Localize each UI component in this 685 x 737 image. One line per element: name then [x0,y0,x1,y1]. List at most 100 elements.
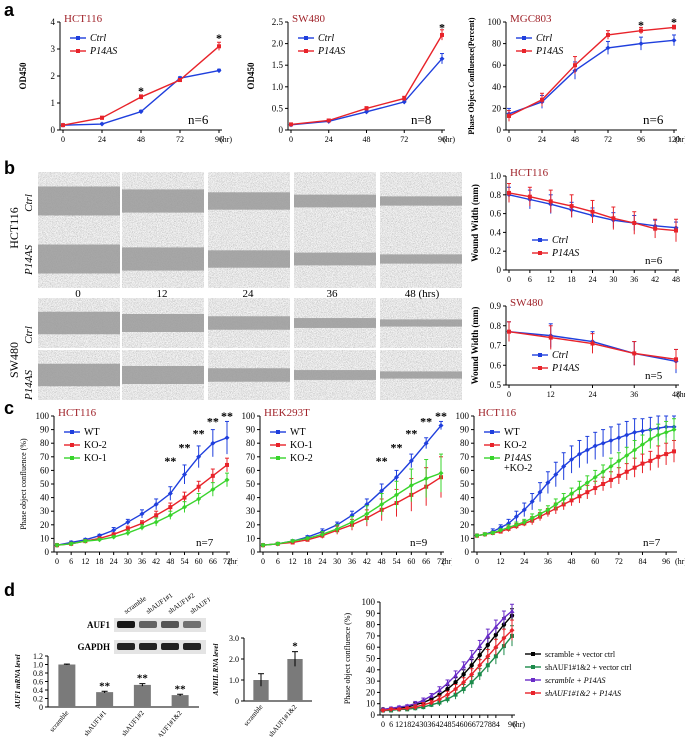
data-point [438,470,444,476]
data-point [600,469,606,475]
y-axis-label: OD450 [18,62,28,90]
data-point [54,542,60,548]
data-point [540,97,544,102]
data-point [125,526,130,531]
wound-gap-r1-c3 [294,252,376,266]
data-point [671,37,677,43]
chart-title: HCT116 [64,13,103,25]
x-tick-label: 60 [460,720,468,729]
data-point [111,527,117,533]
x-tick-label: 30 [124,557,132,566]
y-axis-label: Wound Width (mm) [470,184,480,262]
data-point [553,501,559,507]
sample-size-note: n=6 [188,112,209,127]
data-point [394,474,399,480]
sample-size-note: n=7 [196,537,214,549]
row-group-label-sw480: SW480 [10,342,21,378]
y-tick-label: 20 [40,520,50,530]
legend-marker [304,49,308,53]
y-tick-label: 20 [366,687,376,697]
legend-marker [522,49,526,53]
chart-c-hct116: 0 10 20 30 40 50 60 70 80 90 100 0 6 12 18 24 30 36 42 48 54… [19,407,238,566]
data-point [217,44,221,49]
data-point [408,482,414,488]
data-point [640,461,645,466]
y-tick-label: 10 [460,533,470,543]
data-point [639,442,645,448]
x-tick-label: 0 [381,720,385,729]
data-point [639,28,643,33]
data-point [394,492,399,498]
significance-star: * [439,21,445,35]
legend-label: WT [504,427,520,438]
data-point [61,123,65,128]
wound-gap-r3-c1 [122,366,204,384]
series-line-1 [508,26,675,117]
legend-marker [70,430,74,434]
y-tick-label: 0.9 [490,301,502,311]
significance-star: ** [193,427,205,441]
x-tick-label: 96 [438,135,446,144]
data-point [529,515,535,521]
data-point [482,531,488,537]
x-tick-label: 0 [55,557,59,566]
significance-star: ** [420,414,432,428]
data-point [439,56,445,62]
legend-label: P14AS [89,46,117,57]
data-point [349,519,355,525]
data-point [477,672,482,677]
y-tick-label: 1.0 [272,82,284,92]
wb-label-gapdh: GAPDH [78,642,111,652]
x-tick-label: 48 [378,557,386,566]
data-point [529,499,535,505]
data-point [608,477,613,482]
chart-a-sw480: 0 0.5 1.0 1.5 2.0 2.5 0 24 48 72 96(hr) OD450 SW480 *… [246,13,455,144]
x-tick-label: 0 [261,557,265,566]
y-tick-label: 50 [246,479,256,489]
y-tick-label: 0 [279,125,284,135]
x-tick-label: 24 [538,135,546,144]
data-point [674,228,678,233]
chart-title: HCT116 [510,167,549,179]
y-tick-label: 60 [366,642,376,652]
data-point [624,469,629,474]
legend-marker [490,430,494,434]
panel-label-b: b [4,158,15,178]
data-point [485,653,491,659]
legend-marker [490,456,494,460]
data-point [388,706,394,712]
x-axis-label: (hr) [443,135,455,144]
wb-gapdh-membrane [114,640,206,654]
x-tick-label: 48 [571,135,579,144]
data-point [453,686,459,692]
data-point [404,705,410,711]
data-point [653,226,658,231]
y-tick-label: 40 [40,493,50,503]
chart-title: HCT116 [58,407,97,419]
bar [171,695,189,707]
sample-size-note: n=5 [645,370,663,382]
legend-label: Ctrl [552,350,568,361]
significance-star: ** [179,440,191,454]
wb-band-gapdh-3 [183,643,201,650]
y-tick-label: 0.8 [490,321,502,331]
y-tick-label: 1.0 [229,676,239,685]
wound-gap-r0-c1 [122,189,204,213]
chart-b-hct116-wound: 0 0.2 0.4 0.6 0.8 1.0 0 6 12 18 24 30 36 42 48 Wound Wi… [470,167,680,284]
x-tick-label: 12 [497,557,505,566]
chart-title: SW480 [510,297,544,309]
x-category-label: scramble [48,709,70,733]
data-point [461,687,466,692]
data-point [493,654,498,659]
wound-gap-r3-c0 [38,363,120,387]
row-label-sw480-ctrl: Ctrl [23,326,35,344]
data-point [616,473,621,478]
data-point [428,700,434,706]
data-point [498,527,504,533]
x-tick-label: 60 [591,557,599,566]
x-tick-label: 36 [544,557,552,566]
data-point [537,489,543,495]
wound-gap-r2-c2 [208,316,290,330]
x-tick-label: 12 [81,557,89,566]
x-tick-label: 54 [181,557,189,566]
